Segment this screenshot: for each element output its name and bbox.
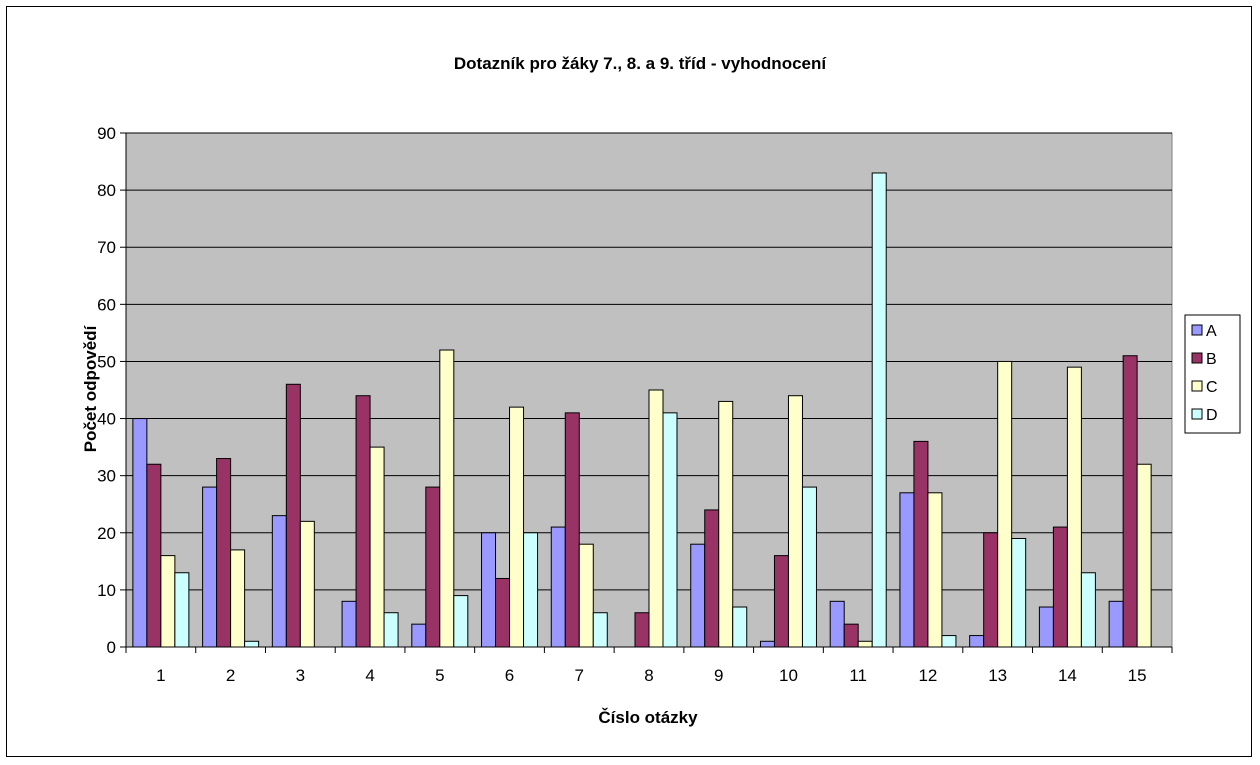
bar-A-14 bbox=[1038, 606, 1054, 648]
y-tick-label: 90 bbox=[97, 124, 116, 143]
x-tick-label: 4 bbox=[365, 666, 374, 685]
bar-C-10 bbox=[787, 395, 803, 648]
x-tick-label: 14 bbox=[1058, 666, 1077, 685]
bar-A-7 bbox=[550, 526, 566, 648]
y-axis-label: Počet odpovědí bbox=[81, 324, 100, 452]
bar-C-9 bbox=[718, 400, 734, 648]
bar-B-2 bbox=[216, 458, 232, 648]
axes bbox=[125, 133, 1172, 648]
bar-A-10 bbox=[759, 640, 775, 648]
bar-D-4 bbox=[383, 612, 399, 648]
bar-C-13 bbox=[997, 360, 1013, 648]
x-tick-label: 15 bbox=[1128, 666, 1147, 685]
bar-C-8 bbox=[648, 389, 664, 648]
bar-C-12 bbox=[927, 492, 943, 648]
x-tick-label: 2 bbox=[226, 666, 235, 685]
bar-A-12 bbox=[899, 492, 915, 648]
y-tick-label: 40 bbox=[97, 410, 116, 429]
bar-C-4 bbox=[369, 446, 385, 648]
bars bbox=[132, 172, 1152, 648]
bar-C-7 bbox=[578, 543, 594, 648]
bar-C-3 bbox=[299, 520, 315, 648]
bar-B-8 bbox=[634, 612, 650, 648]
legend-label-C: C bbox=[1206, 379, 1218, 396]
y-tick-label: 60 bbox=[97, 295, 116, 314]
legend-label-B: B bbox=[1206, 351, 1217, 368]
x-tick-label: 5 bbox=[435, 666, 444, 685]
y-axis-ticks: 0 10 20 30 40 50 60 70 80 90 bbox=[97, 124, 126, 657]
x-tick-label: 3 bbox=[296, 666, 305, 685]
bar-B-11 bbox=[843, 623, 859, 648]
x-tick-label: 7 bbox=[575, 666, 584, 685]
bar-D-5 bbox=[453, 595, 469, 648]
bar-B-5 bbox=[425, 486, 441, 648]
bar-D-7 bbox=[592, 612, 608, 648]
x-tick-label: 1 bbox=[156, 666, 165, 685]
bar-A-4 bbox=[341, 600, 357, 648]
x-tick-label: 12 bbox=[918, 666, 937, 685]
bar-A-13 bbox=[969, 635, 985, 648]
bar-C-15 bbox=[1136, 463, 1152, 648]
legend-swatch-B bbox=[1191, 352, 1203, 364]
x-axis-label: Číslo otázky bbox=[598, 708, 698, 727]
bar-B-7 bbox=[564, 412, 580, 648]
bar-D-11 bbox=[871, 172, 887, 648]
bar-B-6 bbox=[495, 577, 511, 648]
bar-C-1 bbox=[160, 555, 176, 648]
x-tick-label: 6 bbox=[505, 666, 514, 685]
bar-A-6 bbox=[481, 532, 497, 648]
y-tick-label: 10 bbox=[97, 581, 116, 600]
bar-B-10 bbox=[773, 555, 789, 648]
bar-A-3 bbox=[271, 515, 287, 648]
y-tick-label: 80 bbox=[97, 181, 116, 200]
bar-A-1 bbox=[132, 418, 148, 648]
bar-B-3 bbox=[285, 383, 301, 648]
bar-B-14 bbox=[1052, 526, 1068, 648]
bar-B-1 bbox=[146, 463, 162, 648]
bar-B-12 bbox=[913, 440, 929, 648]
y-tick-label: 0 bbox=[107, 638, 116, 657]
legend-label-A: A bbox=[1206, 323, 1217, 340]
y-tick-label: 50 bbox=[97, 352, 116, 371]
bar-D-2 bbox=[244, 640, 260, 648]
legend-swatch-D bbox=[1191, 408, 1203, 420]
bar-A-5 bbox=[411, 623, 427, 648]
legend-swatch-A bbox=[1191, 324, 1203, 336]
x-tick-label: 9 bbox=[714, 666, 723, 685]
bar-A-2 bbox=[202, 486, 218, 648]
bar-C-14 bbox=[1066, 366, 1082, 648]
bar-B-9 bbox=[704, 509, 720, 648]
bar-D-12 bbox=[941, 635, 957, 648]
bar-B-15 bbox=[1122, 355, 1138, 648]
bar-B-4 bbox=[355, 395, 371, 648]
bar-D-9 bbox=[732, 606, 748, 648]
bar-D-6 bbox=[523, 532, 539, 648]
bar-D-13 bbox=[1011, 537, 1027, 648]
x-tick-label: 8 bbox=[644, 666, 653, 685]
x-tick-label: 11 bbox=[849, 666, 867, 685]
bar-A-11 bbox=[829, 600, 845, 648]
x-tick-label: 10 bbox=[779, 666, 798, 685]
legend-swatch-C bbox=[1191, 380, 1203, 392]
bar-C-6 bbox=[509, 406, 525, 648]
bar-A-9 bbox=[690, 543, 706, 648]
y-tick-label: 20 bbox=[97, 524, 116, 543]
x-axis-ticks: 1 2 3 4 5 6 7 8 9 10 11 12 13 14 15 bbox=[125, 647, 1173, 685]
bar-D-8 bbox=[662, 412, 678, 648]
bar-D-14 bbox=[1080, 572, 1096, 648]
bar-B-13 bbox=[983, 532, 999, 648]
x-tick-label: 13 bbox=[988, 666, 1007, 685]
legend-label-D: D bbox=[1206, 407, 1218, 424]
chart-title: Dotazník pro žáky 7., 8. a 9. tříd - vyh… bbox=[454, 54, 827, 73]
bar-D-10 bbox=[801, 486, 817, 648]
bar-C-2 bbox=[230, 549, 246, 648]
y-tick-label: 30 bbox=[97, 467, 116, 486]
bar-C-5 bbox=[439, 349, 455, 648]
y-tick-label: 70 bbox=[97, 238, 116, 257]
bar-D-1 bbox=[174, 572, 190, 648]
bar-A-15 bbox=[1108, 600, 1124, 648]
bar-C-11 bbox=[857, 640, 873, 648]
